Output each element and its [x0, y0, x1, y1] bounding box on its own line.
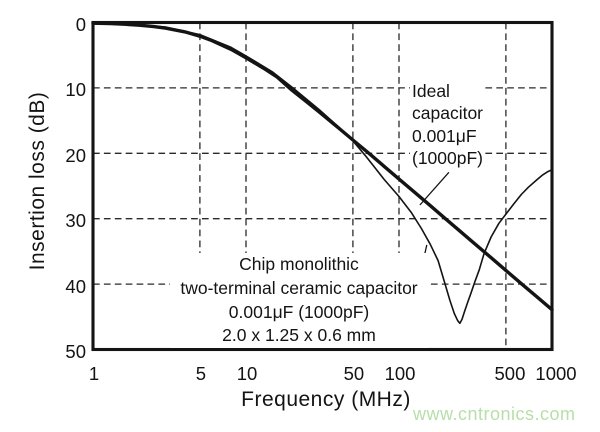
x-tick-label: 50 — [343, 363, 365, 384]
annotation-ideal-capacitor: Ideal capacitor 0.001μF (1000pF) — [410, 80, 486, 170]
plot-frame — [91, 20, 554, 352]
y-axis-title: Insertion loss (dB) — [26, 91, 49, 271]
watermark: www.cntronics.com — [413, 404, 576, 424]
y-tick-label: 10 — [65, 79, 86, 101]
annotation-chip-capacitor: Chip monolithic two-terminal ceramic cap… — [170, 253, 428, 349]
x-tick-label: 100 — [384, 363, 416, 384]
y-tick-label: 40 — [65, 275, 86, 297]
annotation-line: Chip monolithic — [239, 254, 359, 274]
x-tick-label: 10 — [236, 363, 258, 384]
y-tick-label: 20 — [65, 144, 86, 166]
annotation-line: 2.0 x 1.25 x 0.6 mm — [222, 325, 376, 346]
annotation-line: Ideal — [412, 81, 450, 101]
y-tick-label: 50 — [65, 341, 86, 362]
x-tick-label: 5 — [195, 363, 207, 384]
ideal-pointer — [419, 171, 450, 206]
y-tick-label: 30 — [65, 210, 86, 232]
annotation-line: capacitor — [412, 103, 484, 124]
annotation-line: (1000pF) — [412, 148, 484, 169]
x-tick-label: 1 — [88, 363, 100, 384]
annotation-line: 0.001μF — [412, 125, 477, 146]
series-chip-capacitor — [92, 22, 553, 325]
x-axis-title: Frequency (MHz) — [241, 388, 411, 411]
x-tick-label: 500 — [494, 363, 526, 384]
annotation-line: two-terminal ceramic capacitor — [180, 277, 418, 298]
annotation-line: 0.001μF (1000pF) — [228, 301, 370, 322]
y-tick-label: 0 — [75, 14, 86, 35]
series-ideal-capacitor — [91, 21, 554, 312]
x-tick-label: 1000 — [535, 363, 577, 384]
